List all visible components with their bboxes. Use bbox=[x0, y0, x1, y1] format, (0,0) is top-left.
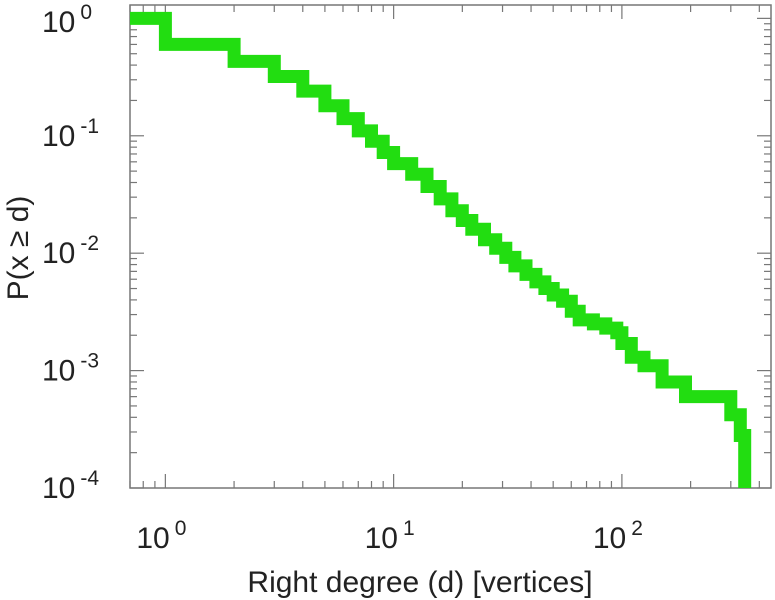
plot-area bbox=[129, 4, 772, 489]
x-tick-label-exponent: 1 bbox=[403, 517, 415, 540]
plot-frame bbox=[129, 4, 772, 489]
y-tick-label-base: 10 bbox=[42, 120, 75, 153]
x-tick-label-exponent: 0 bbox=[175, 517, 187, 540]
x-tick-label: 10 1 bbox=[365, 517, 415, 555]
y-tick-label: 10 -1 bbox=[42, 115, 99, 153]
y-tick-label-base: 10 bbox=[42, 237, 75, 270]
y-tick-label-base: 10 bbox=[42, 6, 75, 39]
y-tick-label: 10 -3 bbox=[42, 350, 99, 388]
y-tick-label-exponent: -2 bbox=[80, 232, 99, 255]
y-tick-label-exponent: 0 bbox=[80, 1, 92, 24]
y-tick-label: 10 0 bbox=[42, 1, 92, 39]
y-tick-label-exponent: -4 bbox=[80, 467, 99, 490]
x-tick-label: 10 2 bbox=[593, 517, 643, 555]
x-tick-label-base: 10 bbox=[365, 522, 398, 555]
series-line bbox=[130, 11, 752, 488]
y-tick-label: 10 -2 bbox=[42, 232, 99, 270]
y-tick-label-base: 10 bbox=[42, 472, 75, 505]
y-axis-title: P(x ≥ d) bbox=[2, 196, 35, 301]
minor-ticks bbox=[129, 5, 771, 488]
x-tick-labels: 10 0 10 1 10 2 bbox=[136, 517, 643, 555]
x-tick-label-base: 10 bbox=[136, 522, 169, 555]
x-axis-title: Right degree (d) [vertices] bbox=[247, 566, 592, 599]
y-tick-label-exponent: -1 bbox=[80, 115, 99, 138]
y-tick-label: 10 -4 bbox=[42, 467, 99, 505]
y-tick-label-base: 10 bbox=[42, 355, 75, 388]
x-tick-label-base: 10 bbox=[593, 522, 626, 555]
series-layer bbox=[130, 11, 752, 488]
y-tick-label-exponent: -3 bbox=[80, 350, 99, 373]
x-tick-label: 10 0 bbox=[136, 517, 186, 555]
x-tick-label-exponent: 2 bbox=[631, 517, 643, 540]
